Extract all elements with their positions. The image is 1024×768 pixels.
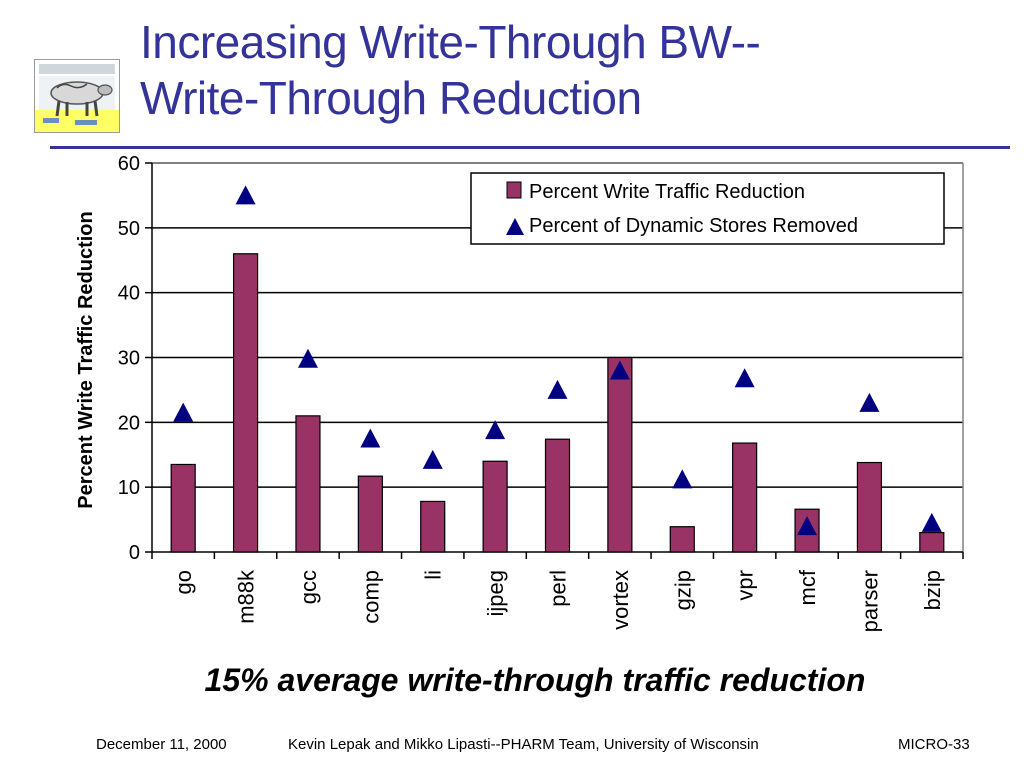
markers bbox=[173, 185, 942, 536]
bar-comp bbox=[357, 475, 383, 553]
bar-li bbox=[420, 500, 446, 553]
legend-bar-swatch bbox=[506, 181, 522, 199]
y-axis-ticks: 0 10 20 30 40 50 60 bbox=[118, 153, 152, 564]
footer-date: December 11, 2000 bbox=[96, 736, 227, 753]
x-tick-label-mcf: mcf bbox=[795, 569, 820, 605]
x-tick-label-bzip: bzip bbox=[920, 570, 945, 610]
y-axis-label: Percent Write Traffic Reduction bbox=[75, 211, 97, 508]
y-tick-label: 40 bbox=[118, 283, 140, 305]
x-tick-label-parser: parser bbox=[857, 570, 882, 632]
bars bbox=[170, 253, 945, 553]
x-tick-label-vpr: vpr bbox=[733, 570, 758, 601]
y-tick-label: 0 bbox=[129, 542, 140, 564]
marker-ijpeg bbox=[485, 420, 506, 440]
slide-title-line-2: Write-Through Reduction bbox=[140, 72, 642, 124]
bar-parser bbox=[856, 461, 883, 553]
x-tick-label-perl: perl bbox=[546, 570, 571, 607]
x-tick-label-li: li bbox=[421, 570, 446, 580]
marker-li bbox=[422, 449, 443, 469]
footer-authors: Kevin Lepak and Mikko Lipasti--PHARM Tea… bbox=[288, 736, 759, 753]
x-tick-label-ijpeg: ijpeg bbox=[483, 570, 508, 616]
marker-go bbox=[173, 402, 194, 422]
title-rule bbox=[50, 146, 1010, 149]
footer-slide-code: MICRO-33 bbox=[898, 736, 970, 753]
x-tick-label-go: go bbox=[171, 570, 196, 594]
legend-box bbox=[470, 172, 945, 245]
marker-parser bbox=[859, 392, 880, 412]
marker-perl bbox=[547, 379, 568, 399]
marker-vpr bbox=[734, 368, 755, 388]
x-tick-label-vortex: vortex bbox=[608, 570, 633, 630]
bar-gcc bbox=[295, 415, 321, 553]
legend-label-markers: Percent of Dynamic Stores Removed bbox=[529, 215, 858, 237]
bar-vpr bbox=[732, 442, 758, 553]
y-tick-label: 20 bbox=[118, 412, 140, 434]
x-tick-label-gcc: gcc bbox=[296, 570, 321, 604]
bar-gzip bbox=[669, 526, 695, 553]
x-tick-label-comp: comp bbox=[358, 570, 383, 624]
bar-vortex bbox=[607, 356, 633, 553]
marker-gcc bbox=[297, 348, 318, 368]
y-tick-label: 50 bbox=[118, 218, 140, 240]
bar-bzip bbox=[919, 531, 945, 553]
y-tick-label: 30 bbox=[118, 348, 140, 370]
slide-title: Increasing Write-Through BW-- Write-Thro… bbox=[140, 14, 1000, 126]
marker-comp bbox=[360, 428, 381, 448]
caption: 15% average write-through traffic reduct… bbox=[204, 662, 866, 698]
x-tick-label-m88k: m88k bbox=[234, 569, 259, 624]
legend: Percent Write Traffic Reduction Percent … bbox=[470, 172, 945, 245]
x-tick-label-gzip: gzip bbox=[670, 570, 695, 610]
marker-mcf bbox=[797, 516, 818, 536]
bar-perl bbox=[544, 438, 571, 553]
chart: 0 10 20 30 40 50 60 go m88k gcc comp li ijpeg perl vo… bbox=[75, 153, 964, 632]
bar-m88k bbox=[232, 253, 259, 553]
x-axis-ticks: go m88k gcc comp li ijpeg perl vortex gzip vpr mcf… bbox=[151, 552, 964, 632]
marker-m88k bbox=[235, 185, 256, 205]
legend-triangle-swatch bbox=[506, 218, 524, 235]
bar-ijpeg bbox=[482, 460, 508, 553]
y-tick-label: 60 bbox=[118, 153, 140, 175]
y-tick-label: 10 bbox=[118, 477, 140, 499]
slide-title-line-1: Increasing Write-Through BW-- bbox=[140, 16, 761, 68]
cow-logo-icon bbox=[34, 59, 120, 133]
marker-bzip bbox=[921, 512, 942, 532]
legend-label-bars: Percent Write Traffic Reduction bbox=[529, 181, 805, 203]
marker-gzip bbox=[672, 469, 693, 489]
bar-go bbox=[170, 463, 196, 553]
marker-vortex bbox=[609, 360, 630, 380]
